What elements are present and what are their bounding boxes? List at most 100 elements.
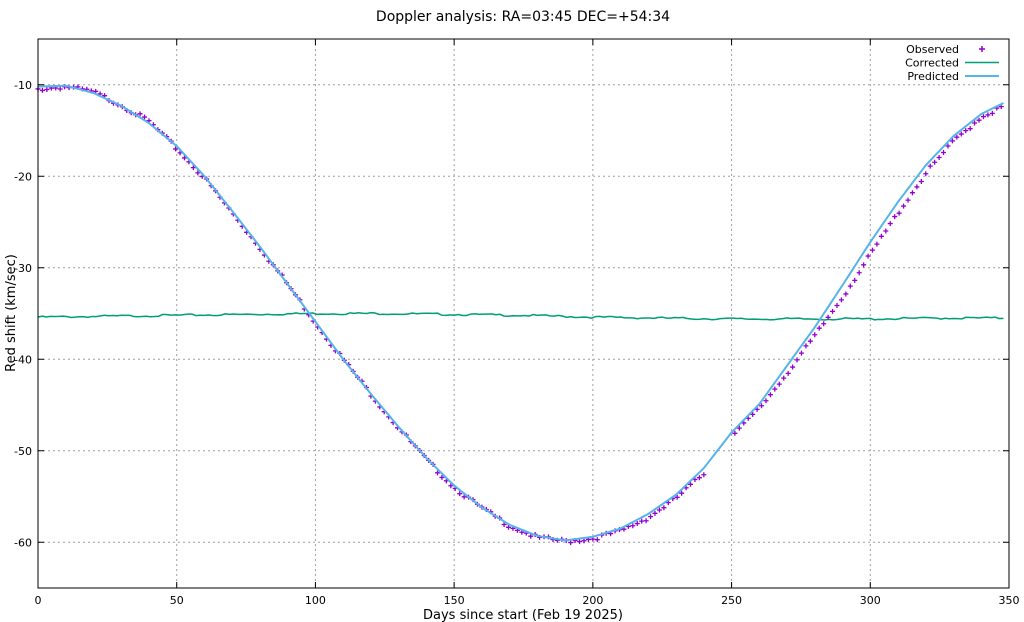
data-point [941, 150, 947, 156]
series-line-corrected [37, 311, 1004, 321]
data-point [923, 171, 929, 177]
data-point [901, 203, 907, 209]
chart-title: Doppler analysis: RA=03:45 DEC=+54:34 [376, 9, 670, 25]
data-point [696, 475, 702, 481]
data-point [772, 386, 778, 392]
data-point [137, 111, 143, 117]
x-tick-label: 300 [860, 594, 881, 607]
data-point [847, 283, 853, 289]
data-point [980, 114, 986, 120]
data-point [834, 303, 840, 309]
data-point [763, 398, 769, 404]
series-line-predicted [37, 84, 1004, 542]
data-point [954, 134, 960, 140]
data-point [790, 364, 796, 370]
data-point [688, 481, 694, 487]
y-tick-label: -40 [14, 353, 32, 366]
data-point [887, 221, 893, 227]
data-point [892, 214, 898, 220]
data-point [634, 521, 640, 527]
data-point [807, 338, 813, 344]
data-point [812, 332, 818, 338]
data-point [874, 241, 880, 247]
x-tick-label: 50 [170, 594, 184, 607]
data-point [870, 247, 876, 253]
data-point [856, 270, 862, 276]
data-point [630, 523, 636, 529]
data-point [594, 537, 600, 543]
data-point [568, 540, 574, 546]
data-point [830, 308, 836, 314]
data-point [44, 86, 50, 92]
data-point [821, 321, 827, 327]
data-point [989, 110, 995, 116]
y-tick-label: -20 [14, 170, 32, 183]
data-point [958, 131, 964, 137]
data-point [967, 126, 973, 132]
data-point [577, 539, 583, 545]
data-point [648, 514, 654, 520]
data-point [909, 190, 915, 196]
x-tick-label: 150 [444, 594, 465, 607]
data-point [759, 403, 765, 409]
data-point [927, 163, 933, 169]
data-point [679, 490, 685, 496]
data-point [878, 233, 884, 239]
data-point [932, 159, 938, 165]
data-point [972, 120, 978, 126]
data-point [173, 146, 179, 152]
data-point [838, 297, 844, 303]
y-tick-label: -30 [14, 262, 32, 275]
data-point [461, 494, 467, 500]
data-point [652, 510, 658, 516]
data-point [643, 518, 649, 524]
data-point [945, 143, 951, 149]
data-point [767, 392, 773, 398]
data-point [581, 538, 587, 544]
x-tick-label: 350 [999, 594, 1020, 607]
x-tick-label: 200 [582, 594, 603, 607]
data-point [639, 518, 645, 524]
data-point [825, 314, 831, 320]
data-point [674, 494, 680, 500]
data-point [798, 350, 804, 356]
data-point [528, 533, 534, 539]
data-point [905, 197, 911, 203]
legend-swatch-observed [979, 46, 985, 52]
data-point [142, 114, 148, 120]
data-point [501, 521, 507, 527]
x-axis-label: Days since start (Feb 19 2025) [423, 608, 623, 622]
data-point [181, 155, 187, 161]
data-point [852, 277, 858, 283]
data-point [949, 138, 955, 144]
data-point [448, 483, 454, 489]
data-point [865, 253, 871, 259]
data-point [785, 370, 791, 376]
data-point [816, 325, 822, 331]
data-point [985, 112, 991, 118]
y-tick-label: -10 [14, 79, 32, 92]
data-point [434, 470, 440, 476]
legend-label-corrected: Corrected [905, 57, 959, 70]
data-point [701, 472, 707, 478]
data-point [896, 210, 902, 216]
data-point [794, 357, 800, 363]
data-point [457, 491, 463, 497]
data-point [918, 178, 924, 184]
data-point [439, 474, 445, 480]
series-layer [35, 84, 1004, 546]
data-point [843, 291, 849, 297]
data-point [803, 343, 809, 349]
x-tick-label: 250 [721, 594, 742, 607]
data-point [936, 155, 942, 161]
data-point [57, 86, 63, 92]
data-point [861, 262, 867, 268]
data-point [656, 507, 662, 513]
x-tick-label: 0 [35, 594, 42, 607]
data-point [963, 128, 969, 134]
data-point [914, 184, 920, 190]
legend-label-predicted: Predicted [907, 70, 959, 83]
data-point [883, 228, 889, 234]
